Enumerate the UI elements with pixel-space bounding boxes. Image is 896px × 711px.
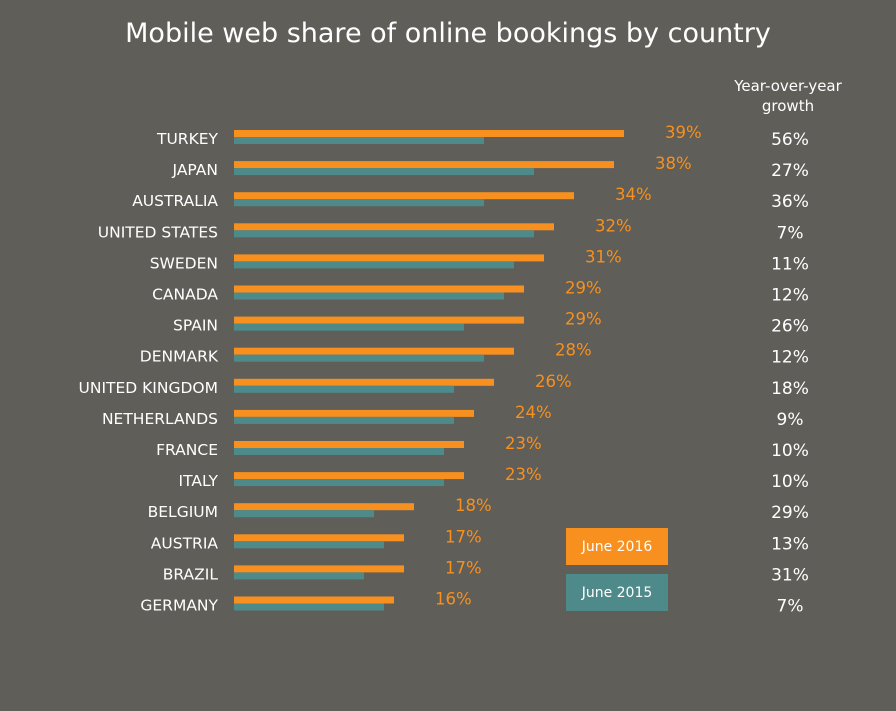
bar-june-2016	[234, 534, 404, 542]
bar-june-2015	[234, 230, 534, 238]
category-label: BELGIUM	[148, 503, 218, 521]
legend-june-2016: June 2016	[566, 528, 668, 565]
bar-june-2015	[234, 572, 364, 580]
data-label-june-2016: 29%	[565, 279, 602, 298]
bar-june-2015	[234, 168, 534, 176]
data-label-june-2016: 26%	[535, 372, 572, 391]
bar-june-2015	[234, 603, 384, 611]
yoy-growth-value: 26%	[771, 317, 809, 337]
bar-june-2016	[234, 192, 574, 200]
category-label: GERMANY	[140, 597, 218, 615]
bar-june-2016	[234, 503, 414, 511]
category-label: SPAIN	[173, 317, 218, 335]
data-label-june-2016: 34%	[615, 185, 652, 204]
yoy-growth-value: 27%	[771, 161, 809, 181]
yoy-growth-value: 7%	[777, 223, 804, 243]
bar-june-2015	[234, 416, 454, 424]
data-label-june-2016: 39%	[665, 123, 702, 142]
bar-june-2015	[234, 385, 454, 393]
yoy-growth-value: 18%	[771, 379, 809, 399]
category-label: UNITED KINGDOM	[79, 379, 219, 397]
category-label: ITALY	[179, 472, 219, 490]
data-label-june-2016: 16%	[435, 590, 472, 609]
category-label: DENMARK	[140, 348, 219, 366]
data-label-june-2016: 18%	[455, 496, 492, 515]
chart-title: Mobile web share of online bookings by c…	[125, 18, 771, 49]
bar-june-2016	[234, 441, 464, 448]
bar-june-2016	[234, 254, 544, 262]
bar-june-2015	[234, 354, 484, 362]
bar-june-2015	[234, 448, 444, 455]
data-label-june-2016: 29%	[565, 310, 602, 329]
yoy-growth-value: 13%	[771, 534, 809, 554]
yoy-growth-value: 12%	[771, 348, 809, 368]
category-label: FRANCE	[156, 441, 218, 459]
data-label-june-2016: 17%	[445, 527, 482, 546]
bar-june-2016	[234, 472, 464, 480]
category-label: TURKEY	[156, 130, 219, 148]
category-label: BRAZIL	[163, 565, 219, 583]
yoy-growth-value: 12%	[771, 286, 809, 306]
data-label-june-2016: 24%	[515, 403, 552, 422]
yoy-growth-value: 9%	[777, 410, 804, 430]
category-label: AUSTRALIA	[132, 192, 218, 210]
bar-june-2015	[234, 137, 484, 144]
yoy-growth-header: Year-over-year growth	[734, 77, 842, 115]
data-label-june-2016: 32%	[595, 216, 632, 235]
legend-june-2015: June 2015	[566, 574, 668, 611]
bar-june-2016	[234, 565, 404, 573]
bar-june-2016	[234, 378, 494, 386]
data-label-june-2016: 23%	[505, 434, 542, 453]
category-label: NETHERLANDS	[102, 410, 218, 428]
yoy-growth-value: 31%	[771, 565, 809, 585]
bar-june-2015	[234, 479, 444, 487]
bar-june-2016	[234, 130, 624, 137]
category-label: SWEDEN	[150, 254, 218, 272]
category-label: JAPAN	[172, 161, 218, 179]
bar-june-2015	[234, 199, 484, 207]
bar-june-2016	[234, 285, 524, 293]
bar-june-2016	[234, 223, 554, 231]
bar-june-2015	[234, 541, 384, 549]
yoy-growth-value: 36%	[771, 192, 809, 212]
bar-june-2015	[234, 261, 514, 269]
data-label-june-2016: 28%	[555, 341, 592, 360]
category-label: CANADA	[152, 286, 218, 304]
bar-june-2016	[234, 596, 394, 604]
data-label-june-2016: 17%	[445, 558, 482, 577]
bar-june-2015	[234, 323, 464, 331]
bar-june-2016	[234, 347, 514, 355]
yoy-growth-value: 10%	[771, 441, 809, 461]
yoy-growth-value: 29%	[771, 503, 809, 523]
bar-june-2016	[234, 316, 524, 324]
bar-june-2015	[234, 292, 504, 300]
data-label-june-2016: 38%	[655, 154, 692, 173]
yoy-growth-value: 7%	[777, 597, 804, 617]
category-label: AUSTRIA	[151, 534, 219, 552]
category-label: UNITED STATES	[98, 223, 218, 241]
bar-june-2016	[234, 161, 614, 169]
data-label-june-2016: 31%	[585, 247, 622, 266]
bar-june-2016	[234, 409, 474, 417]
yoy-growth-value: 56%	[771, 130, 809, 150]
yoy-growth-value: 10%	[771, 472, 809, 492]
yoy-growth-value: 11%	[771, 254, 809, 274]
data-label-june-2016: 23%	[505, 465, 542, 484]
bar-june-2015	[234, 510, 374, 518]
